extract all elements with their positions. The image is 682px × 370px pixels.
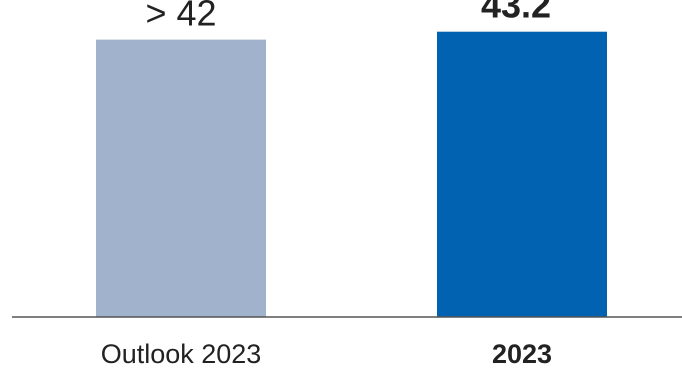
bar-outlook-2023 [96,39,266,317]
value-label-outlook-2023: > 42 [145,0,216,34]
footnote-marker: 1 [552,0,563,4]
category-label-outlook-2023: Outlook 2023 [101,339,262,369]
category-label-2023: 2023 [492,339,552,369]
bar-2023 [437,31,607,317]
value-label-2023: 43.2 [481,0,551,26]
